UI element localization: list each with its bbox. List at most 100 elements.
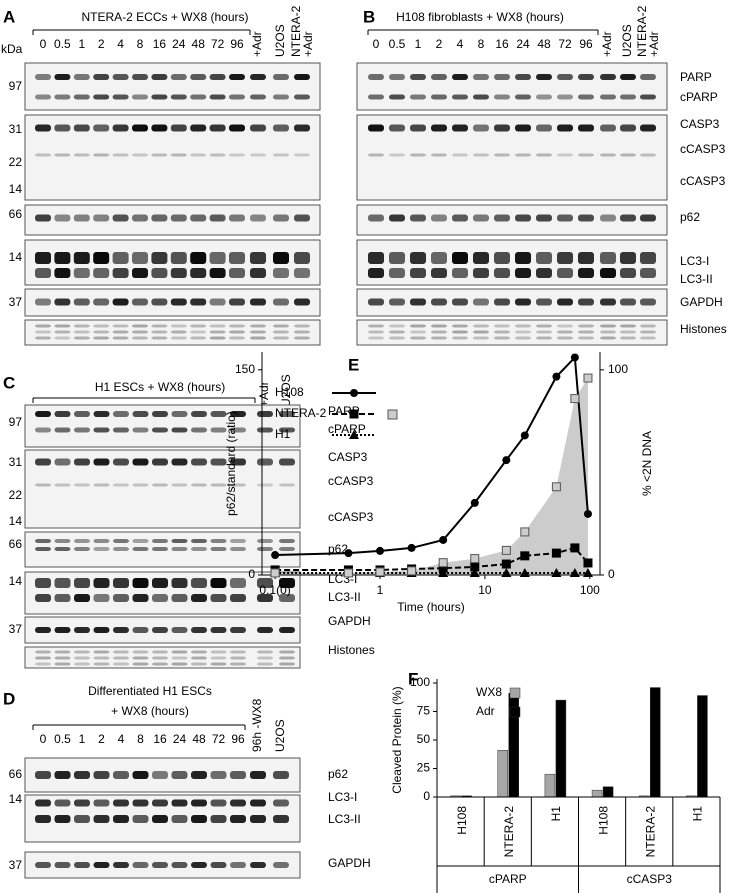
blot-band <box>74 771 90 779</box>
unit-label: kDa <box>1 42 23 56</box>
kda-marker: 37 <box>9 295 23 309</box>
blot-band <box>54 124 71 132</box>
blot-band <box>209 74 226 80</box>
blot-band <box>54 411 71 417</box>
blot-band <box>294 94 310 100</box>
band-label: Histones <box>328 643 375 657</box>
blot-band <box>230 483 246 487</box>
lane-label: 24 <box>173 732 187 746</box>
point <box>376 546 385 555</box>
blot-band <box>209 336 226 340</box>
lane-label: 72 <box>558 37 572 51</box>
panel-title: H108 fibroblasts + WX8 (hours) <box>396 10 564 24</box>
blot-band <box>473 268 489 278</box>
blot-band <box>273 214 289 222</box>
blot-band <box>389 124 405 132</box>
blot-band <box>170 330 187 334</box>
blot-band <box>73 330 90 334</box>
blot-band <box>250 862 266 868</box>
band-label: cCASP3 <box>680 142 726 156</box>
blot-box <box>356 62 668 111</box>
lane-label: U2OS <box>620 24 634 57</box>
blot-band <box>35 799 51 807</box>
blot-band <box>257 662 273 666</box>
blot-band <box>170 153 187 157</box>
blot-band <box>54 578 71 588</box>
blot-band <box>279 483 295 487</box>
blot-band <box>494 214 510 222</box>
blot-band <box>191 458 207 466</box>
blot-band <box>93 627 110 633</box>
kda-marker: 31 <box>9 122 23 136</box>
blot-band <box>209 298 226 306</box>
blot-band <box>620 336 636 340</box>
blot-band <box>151 330 168 334</box>
kda-marker: 14 <box>9 574 23 588</box>
blot-band <box>35 252 51 264</box>
y-tick-label: 75 <box>417 704 431 718</box>
blot-band <box>93 594 110 602</box>
blot-band <box>620 153 636 157</box>
blot-box <box>24 204 321 236</box>
point <box>551 548 561 558</box>
blot-band <box>191 547 207 551</box>
point <box>470 554 480 564</box>
blot-band <box>473 324 489 328</box>
blot-band <box>368 153 384 157</box>
blot-band <box>93 330 110 334</box>
blot-band <box>152 578 168 588</box>
band-label: GAPDH <box>328 614 371 628</box>
blot-band <box>190 268 207 278</box>
blot-band <box>536 153 552 157</box>
blot-band <box>257 594 273 602</box>
point <box>469 567 480 577</box>
point <box>271 551 280 560</box>
y2-tick-label: 0 <box>608 567 615 581</box>
blot-band <box>640 94 656 100</box>
blot-band <box>250 153 266 157</box>
blot-band <box>640 268 656 278</box>
blot-band <box>230 656 246 660</box>
band-label: CASP3 <box>680 117 720 131</box>
blot-band <box>230 578 246 588</box>
x-axis-title: Time (hours) <box>397 600 465 614</box>
blot-band <box>536 268 552 278</box>
blot-band <box>273 298 289 306</box>
blot-band <box>473 336 489 340</box>
blot-band <box>171 547 188 551</box>
blot-band <box>74 799 90 807</box>
blot-band <box>190 214 207 222</box>
blot-band <box>54 427 71 433</box>
blot-band <box>152 656 168 660</box>
blot-band <box>152 627 168 633</box>
bar <box>602 786 614 798</box>
blot-band <box>620 330 636 334</box>
band-label: CASP3 <box>328 450 368 464</box>
panel-title: Differentiated H1 ESCs <box>88 684 212 698</box>
blot-band <box>113 815 129 823</box>
blot-band <box>368 252 384 264</box>
blot-band <box>273 74 289 80</box>
blot-band <box>132 153 148 157</box>
blot-band <box>273 815 289 823</box>
bar <box>555 699 567 798</box>
y-axis-title: Cleaved Protein (%) <box>390 686 404 793</box>
blot-band <box>113 662 129 666</box>
blot-band <box>35 539 51 543</box>
blot-band <box>557 330 573 334</box>
blot-band <box>74 483 90 487</box>
legend-marker <box>350 389 358 397</box>
blot-band <box>54 458 71 466</box>
blot-band <box>152 815 168 823</box>
blot-band <box>257 411 273 417</box>
blot-band <box>210 662 227 666</box>
lane-label: U2OS <box>279 374 293 407</box>
blot-band <box>473 252 489 264</box>
blot-band <box>600 214 616 222</box>
blot-band <box>257 458 273 466</box>
blot-band <box>190 74 207 80</box>
point <box>551 567 562 577</box>
blot-band <box>35 268 51 278</box>
lane-label: +Adr <box>647 31 661 57</box>
blot-band <box>73 336 90 340</box>
